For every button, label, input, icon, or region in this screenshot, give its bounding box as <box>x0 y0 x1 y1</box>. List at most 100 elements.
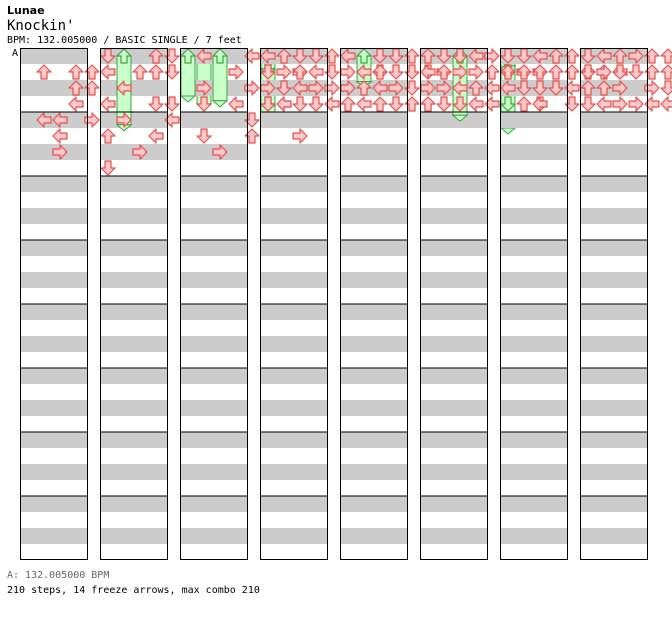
step-arrow-down <box>564 96 580 112</box>
step-arrow-up <box>516 96 532 112</box>
beat-stripe <box>580 400 648 416</box>
beat-stripe <box>420 240 488 256</box>
step-arrow-down <box>260 96 276 112</box>
step-arrow-up <box>500 64 516 80</box>
step-arrow-left <box>484 96 500 112</box>
step-arrow-up <box>484 64 500 80</box>
step-arrow-right <box>308 80 324 96</box>
beat-stripe <box>580 240 648 256</box>
freeze-arrow-head <box>500 96 516 112</box>
beat-stripe <box>180 336 248 352</box>
step-arrow-left <box>148 128 164 144</box>
beat-stripe <box>260 528 328 544</box>
step-arrow-left <box>244 48 260 64</box>
beat-stripe <box>420 432 488 448</box>
beat-stripe <box>260 304 328 320</box>
beat-stripe <box>20 304 88 320</box>
step-arrow-left <box>596 96 612 112</box>
beat-stripe <box>420 272 488 288</box>
beat-stripe <box>180 176 248 192</box>
step-arrow-up <box>420 96 436 112</box>
beat-stripe <box>500 496 568 512</box>
step-arrow-left <box>420 64 436 80</box>
chart-info: BPM: 132.005000 / BASIC SINGLE / 7 feet <box>7 35 242 46</box>
step-arrow-up <box>436 64 452 80</box>
beat-stripe <box>340 496 408 512</box>
beat-stripe <box>340 176 408 192</box>
step-arrow-up <box>68 64 84 80</box>
step-arrow-right <box>196 80 212 96</box>
beat-stripe <box>580 112 648 128</box>
beat-stripe <box>420 496 488 512</box>
step-arrow-right <box>612 96 628 112</box>
step-arrow-left <box>660 96 672 112</box>
step-arrow-right <box>468 64 484 80</box>
step-arrow-down <box>628 64 644 80</box>
beat-stripe <box>420 304 488 320</box>
chart-column-border <box>420 48 488 560</box>
beat-stripe <box>260 144 328 160</box>
beat-stripe <box>500 176 568 192</box>
step-arrow-down <box>164 64 180 80</box>
beat-stripe <box>100 80 168 96</box>
beat-stripe <box>580 464 648 480</box>
beat-stripe <box>340 528 408 544</box>
step-arrow-up <box>324 48 340 64</box>
step-arrow-right <box>436 80 452 96</box>
beat-stripe <box>100 496 168 512</box>
step-arrow-down <box>388 96 404 112</box>
step-arrow-left <box>468 48 484 64</box>
beat-stripe <box>180 432 248 448</box>
step-arrow-up <box>100 128 116 144</box>
step-arrow-up <box>356 80 372 96</box>
beat-stripe <box>20 464 88 480</box>
step-arrow-down <box>548 80 564 96</box>
beat-stripe <box>340 304 408 320</box>
step-arrow-right <box>612 80 628 96</box>
step-arrow-down <box>196 96 212 112</box>
beat-stripe <box>580 176 648 192</box>
beat-stripe <box>100 304 168 320</box>
beat-stripe <box>180 112 248 128</box>
step-arrow-left <box>644 96 660 112</box>
step-arrow-left <box>36 112 52 128</box>
beat-stripe <box>580 144 648 160</box>
beat-stripe <box>500 272 568 288</box>
chart-column-border <box>500 48 568 560</box>
chart-column-border <box>180 48 248 560</box>
step-arrow-up <box>340 96 356 112</box>
beat-stripe <box>20 336 88 352</box>
step-arrow-up <box>148 48 164 64</box>
beat-stripe <box>20 240 88 256</box>
beat-stripe <box>100 528 168 544</box>
step-arrow-down <box>436 96 452 112</box>
step-arrow-down <box>516 80 532 96</box>
step-arrow-left <box>468 96 484 112</box>
step-arrow-up <box>564 64 580 80</box>
beat-stripe <box>20 272 88 288</box>
beat-stripe <box>20 400 88 416</box>
step-arrow-left <box>228 96 244 112</box>
beat-stripe <box>100 432 168 448</box>
step-arrow-left <box>308 64 324 80</box>
beat-stripe <box>340 400 408 416</box>
step-arrow-right <box>132 144 148 160</box>
step-arrow-right <box>84 112 100 128</box>
beat-stripe <box>260 400 328 416</box>
section-marker: A <box>12 48 19 59</box>
step-arrow-down <box>164 96 180 112</box>
chart-column-border <box>260 48 328 560</box>
beat-stripe <box>420 400 488 416</box>
step-arrow-left <box>116 80 132 96</box>
step-arrow-left <box>356 64 372 80</box>
beat-stripe <box>580 432 648 448</box>
step-arrow-down <box>404 80 420 96</box>
step-arrow-down <box>244 112 260 128</box>
beat-stripe <box>340 336 408 352</box>
step-arrow-left <box>260 48 276 64</box>
beat-stripe <box>180 368 248 384</box>
step-arrow-down <box>612 64 628 80</box>
step-arrow-up <box>84 80 100 96</box>
beat-stripe <box>500 368 568 384</box>
beat-stripe <box>100 176 168 192</box>
